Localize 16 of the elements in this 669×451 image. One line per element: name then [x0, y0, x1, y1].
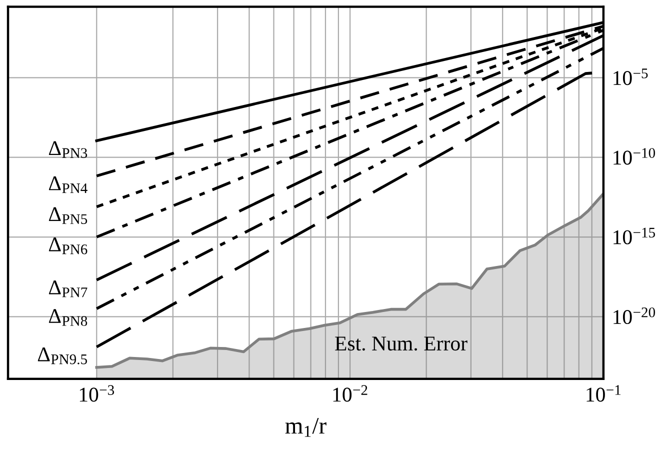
y-tick-label: 10$^{−5}$	[614, 68, 648, 86]
x-tick-label: 10$^{−2}$	[333, 385, 368, 402]
y-tick-label: 10$^{−10}$	[614, 148, 656, 165]
series-label: Δ$_{PN9.5}$	[38, 347, 87, 364]
y-tick-label: 10$^{−20}$	[614, 307, 656, 324]
x-tick-label: 10$^{−3}$	[80, 385, 114, 402]
series-label: Δ$_{PN4}$	[48, 176, 88, 194]
series-label: Δ$_{PN7}$	[48, 280, 88, 298]
x-axis-title: m$_{1}$/r	[285, 418, 326, 437]
series-label: Δ$_{PN5}$	[48, 207, 88, 224]
x-tick-label: 10$^{−1}$	[586, 385, 621, 402]
series-label: Δ$_{PN8}$	[48, 309, 88, 326]
series-label: Est. Num. Error	[335, 336, 468, 351]
series-label: Δ$_{PN3}$	[48, 141, 88, 158]
y-tick-label: 10$^{−15}$	[614, 228, 656, 244]
series-label: Δ$_{PN6}$	[48, 238, 88, 254]
